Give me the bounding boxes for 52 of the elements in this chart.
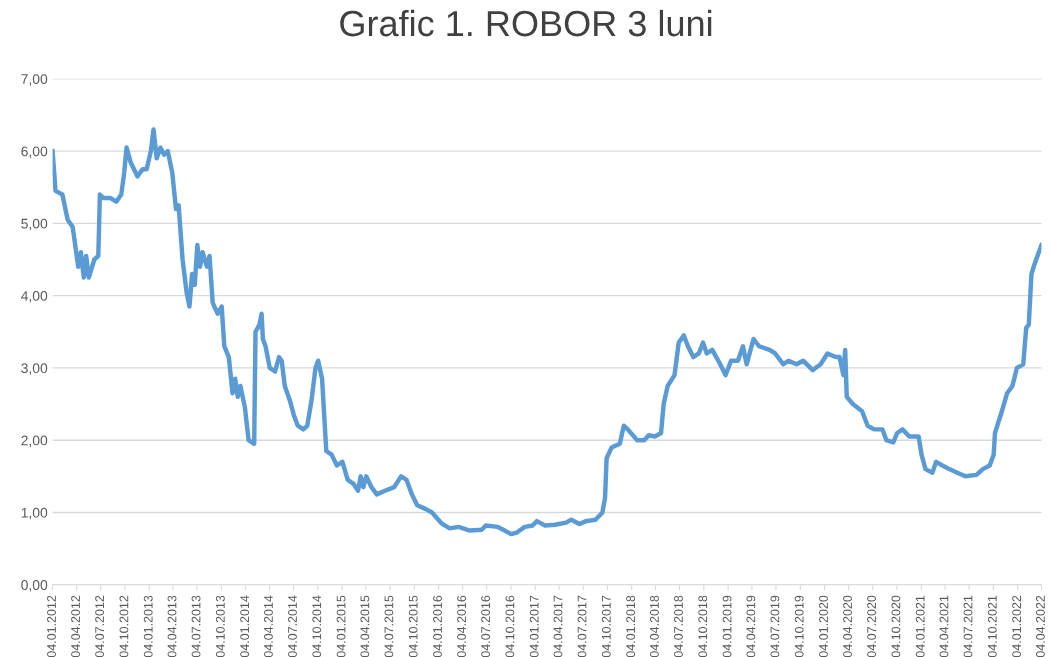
x-tick-label: 04.01.2014 (240, 595, 250, 657)
x-tick-label: 04.04.2020 (843, 595, 852, 657)
x-tick-label: 04.01.2016 (433, 595, 442, 657)
y-tick-label: 5,00 (21, 218, 48, 231)
x-tick-label: 04.07.2012 (95, 595, 105, 657)
x-tick-label: 04.01.2020 (819, 595, 828, 657)
x-tick-label: 04.04.2014 (264, 595, 273, 657)
x-tick-label: 04.10.2017 (601, 595, 611, 657)
x-tick-label: 04.04.2019 (746, 595, 756, 657)
x-tick-label: 04.01.2022 (1012, 595, 1022, 657)
line-series (52, 127, 1042, 537)
x-tick-label: 04.04.2017 (553, 595, 563, 657)
x-tick-label: 04.07.2017 (577, 595, 587, 657)
x-tick-label: 04.04.2022 (1035, 595, 1045, 657)
x-tick-label: 04.07.2016 (481, 595, 491, 657)
y-tick-label: 7,00 (21, 74, 48, 86)
x-tick-label: 04.07.2015 (384, 595, 394, 657)
x-tick-label: 04.07.2018 (674, 595, 683, 657)
x-tick-label: 04.04.2021 (939, 595, 949, 657)
x-tick-label: 04.04.2012 (71, 595, 80, 657)
x-tick-label: 04.07.2013 (191, 595, 201, 657)
x-tick-label: 04.04.2015 (360, 595, 370, 657)
x-tick-label: 04.07.2020 (867, 595, 877, 657)
x-tick-label: 04.01.2012 (47, 595, 56, 657)
x-tick-label: 04.10.2012 (119, 595, 129, 657)
x-tick-label: 04.01.2013 (143, 595, 153, 657)
x-tick-label: 04.10.2019 (794, 595, 804, 657)
y-tick-label: 2,00 (21, 435, 48, 447)
y-tick-label: 0,00 (21, 580, 48, 592)
x-tick-label: 04.10.2014 (312, 595, 322, 657)
x-tick-label: 04.04.2018 (650, 595, 659, 657)
x-tick-label: 04.04.2013 (167, 595, 177, 657)
chart-title: Grafic 1. ROBOR 3 luni (340, 9, 712, 37)
x-tick-label: 04.01.2018 (626, 595, 636, 657)
x-tick-label: 04.10.2013 (215, 595, 225, 657)
y-tick-label: 6,00 (21, 146, 48, 158)
x-tick-label: 04.07.2019 (770, 595, 780, 657)
x-tick-label: 04.04.2016 (457, 595, 466, 657)
x-tick-label: 04.10.2021 (987, 595, 997, 657)
y-tick-label: 4,00 (21, 290, 48, 303)
x-tick-label: 04.10.2016 (505, 595, 515, 657)
x-tick-label: 04.10.2015 (408, 595, 418, 657)
x-tick-label: 04.10.2018 (698, 595, 708, 657)
x-tick-label: 04.07.2014 (288, 595, 297, 657)
x-tick-label: 04.01.2021 (915, 595, 925, 657)
x-tick-label: 04.07.2021 (963, 595, 973, 657)
x-tick-label: 04.10.2020 (891, 595, 901, 657)
x-tick-label: 04.01.2017 (529, 595, 539, 657)
y-tick-label: 3,00 (21, 363, 48, 375)
y-tick-label: 1,00 (21, 507, 48, 520)
x-tick-label: 04.01.2015 (336, 595, 346, 657)
x-tick-label: 04.01.2019 (722, 595, 732, 657)
